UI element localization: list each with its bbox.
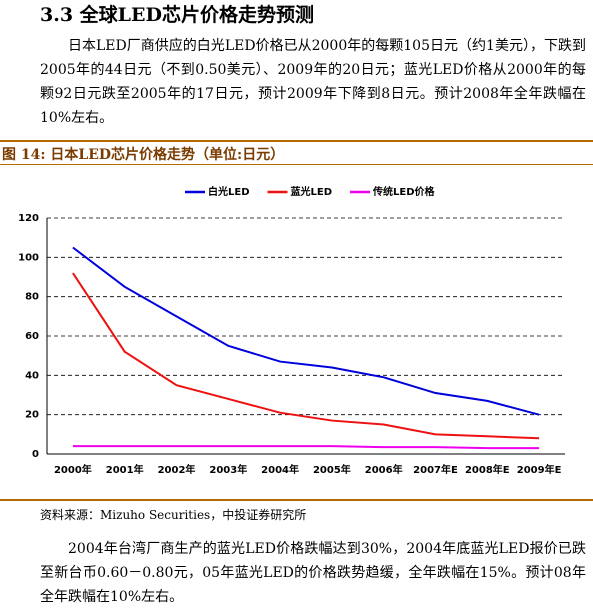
y-tick-label: 20: [25, 410, 39, 421]
source: 资料来源：Mizuho Securities，中投证券研究所: [40, 508, 307, 522]
line: [72, 246, 540, 416]
line: [72, 445, 540, 450]
x-tick-label: 2001年: [106, 463, 144, 476]
figure-caption: 图 14: 日本LED芯片价格走势（单位:日元）: [2, 147, 285, 163]
x-tick-label: 2008年E: [465, 463, 510, 476]
heading: 3.3 全球LED芯片价格走势预测: [40, 4, 314, 26]
y-tick-label: 80: [25, 292, 39, 303]
rule: [0, 164, 593, 165]
x-tick-label: 2004年: [261, 463, 299, 476]
x-tick-label: 2002年: [158, 463, 196, 476]
y-tick-label: 100: [18, 252, 39, 263]
paragraph: 日本LED厂商供应的白光LED价格已从2000年的每颗105日元（约1美元），下…: [40, 38, 586, 126]
chart: 0 20 40 60 80 100 120 2000年 2001年 2002年 2003年 2004年…: [18, 185, 565, 476]
y-tick-label: 60: [25, 331, 39, 342]
paragraph: 2004年台湾厂商生产的蓝光LED价格跌幅达到30%，2004年底蓝光LED报价…: [40, 541, 586, 605]
x-tick-label: 2007年E: [413, 463, 458, 476]
legend-label: 白光LED: [208, 185, 250, 198]
x-tick-label: 2000年: [54, 463, 92, 476]
y-tick-label: 120: [18, 213, 39, 224]
y-tick-label: 40: [25, 370, 39, 381]
rule: [0, 140, 593, 142]
line: [72, 272, 540, 440]
legend-label: 蓝光LED: [291, 185, 333, 198]
x-tick-label: 2005年: [313, 463, 351, 476]
y-tick-label: 0: [32, 449, 39, 460]
x-tick-label: 2006年: [365, 463, 403, 476]
rule: [0, 499, 593, 501]
x-tick-label: 2003年: [209, 463, 247, 476]
legend-label: 传统LED价格: [372, 185, 436, 198]
x-tick-label: 2009年E: [517, 463, 562, 476]
